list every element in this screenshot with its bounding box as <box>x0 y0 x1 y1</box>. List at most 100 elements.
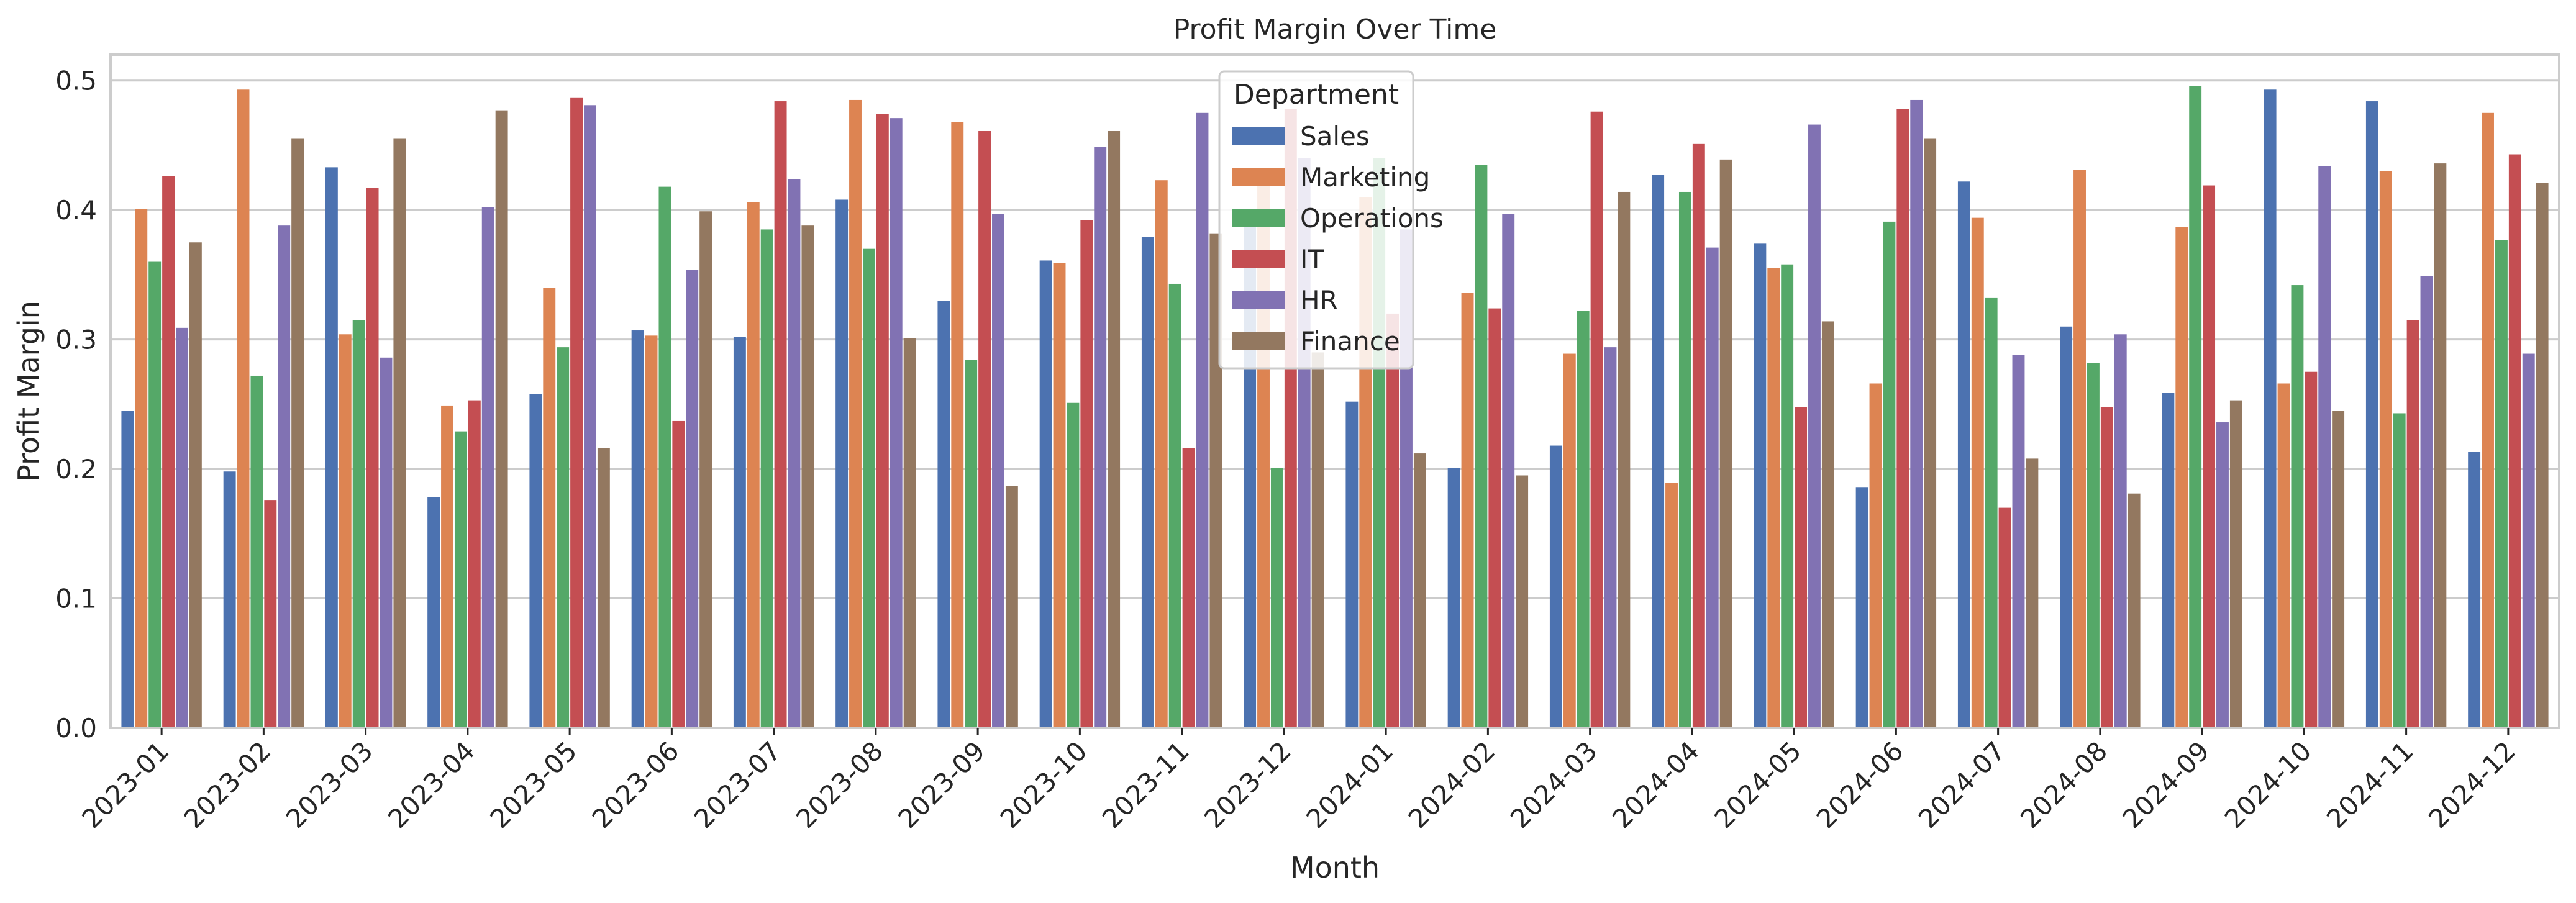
bar <box>1447 467 1460 728</box>
series-marketing <box>135 89 2494 728</box>
bar <box>1808 124 1821 728</box>
bar <box>747 202 760 728</box>
bar <box>965 360 978 728</box>
bar <box>788 179 801 728</box>
bar <box>162 176 175 728</box>
x-tick-label: 2024-12 <box>2423 735 2521 834</box>
bar <box>1910 99 1923 728</box>
bars <box>121 86 2549 728</box>
y-axis: 0.0 0.1 0.2 0.3 0.4 0.5 <box>55 66 97 743</box>
bar <box>686 270 699 728</box>
legend-swatch <box>1232 168 1285 186</box>
bar <box>1067 402 1080 728</box>
bar <box>876 114 889 728</box>
bar <box>1311 352 1324 728</box>
bar <box>937 301 950 728</box>
legend: Department Sales Marketing Operations IT HR F… <box>1218 70 1444 370</box>
bar <box>325 167 338 728</box>
legend-swatch <box>1232 250 1285 268</box>
bar <box>2060 326 2073 728</box>
bar <box>2229 400 2242 728</box>
bar <box>699 211 712 728</box>
bar <box>862 248 875 728</box>
legend-item: Sales <box>1232 121 1370 152</box>
bar <box>1475 165 1488 728</box>
bar <box>1985 297 1998 728</box>
series-sales <box>121 89 2481 728</box>
bar <box>1549 445 1562 728</box>
x-tick-label: 2023-05 <box>484 735 583 834</box>
x-axis-label: Month <box>1290 851 1380 884</box>
bar <box>250 375 263 728</box>
bar <box>393 138 406 728</box>
bar <box>2264 89 2277 728</box>
bar <box>1618 191 1631 728</box>
bar <box>1754 243 1767 728</box>
bar <box>597 448 610 728</box>
chart-title: Profit Margin Over Time <box>1173 14 1497 45</box>
bar <box>2393 413 2406 728</box>
bar <box>1182 448 1195 728</box>
x-axis: 2023-01 2023-02 2023-03 2023-04 2023-05 2023-… <box>76 728 2521 834</box>
bar <box>1080 220 1093 728</box>
legend-title: Department <box>1234 79 1399 111</box>
bar <box>570 97 583 728</box>
bar <box>658 186 671 728</box>
bar <box>557 347 570 728</box>
y-tick-label: 0.2 <box>55 454 97 484</box>
x-tick-label: 2023-02 <box>178 735 277 834</box>
y-tick-label: 0.3 <box>55 325 97 355</box>
bar <box>1141 237 1154 728</box>
plot-frame <box>109 53 2560 729</box>
legend-item: HR <box>1232 285 1338 315</box>
bar <box>1563 353 1576 728</box>
bar <box>366 188 379 728</box>
bar <box>1719 159 1732 728</box>
bar <box>733 337 746 728</box>
bar <box>2522 353 2535 728</box>
bar <box>1998 507 2011 728</box>
legend-label: Finance <box>1300 326 1400 356</box>
x-tick-label: 2023-08 <box>790 735 889 834</box>
bar <box>278 225 291 728</box>
legend-item: Finance <box>1232 326 1400 356</box>
bar <box>1957 181 1970 728</box>
x-tick-label: 2023-07 <box>688 735 787 834</box>
bar <box>468 400 481 728</box>
bar <box>2012 355 2025 728</box>
bar <box>189 242 202 728</box>
y-tick-label: 0.4 <box>55 195 97 225</box>
bar <box>1196 112 1209 728</box>
bar <box>441 405 453 728</box>
bar <box>672 420 685 728</box>
bar <box>2216 422 2229 728</box>
bar <box>1461 293 1474 728</box>
legend-item: IT <box>1232 244 1324 275</box>
bar <box>2162 393 2175 728</box>
legend-label: HR <box>1300 285 1338 315</box>
bar <box>2379 171 2392 728</box>
bar <box>1855 487 1868 728</box>
legend-swatch <box>1232 127 1285 145</box>
legend-swatch <box>1232 332 1285 350</box>
bar <box>1108 130 1121 728</box>
x-tick-label: 2023-12 <box>1198 735 1297 834</box>
bar <box>2277 383 2290 728</box>
bar <box>339 334 352 728</box>
bar <box>1516 475 1529 728</box>
bar <box>2291 285 2304 728</box>
bar <box>543 288 556 728</box>
bar <box>2536 183 2549 728</box>
bar <box>135 209 148 728</box>
bar <box>1155 180 1168 728</box>
bar <box>2406 320 2419 728</box>
x-tick-label: 2024-06 <box>1811 735 1909 834</box>
bar <box>2434 163 2447 728</box>
x-tick-label: 2024-02 <box>1403 735 1501 834</box>
bar <box>835 199 849 728</box>
bar <box>529 394 542 728</box>
bar <box>481 207 494 728</box>
bar <box>1488 308 1501 728</box>
bar <box>992 214 1004 728</box>
